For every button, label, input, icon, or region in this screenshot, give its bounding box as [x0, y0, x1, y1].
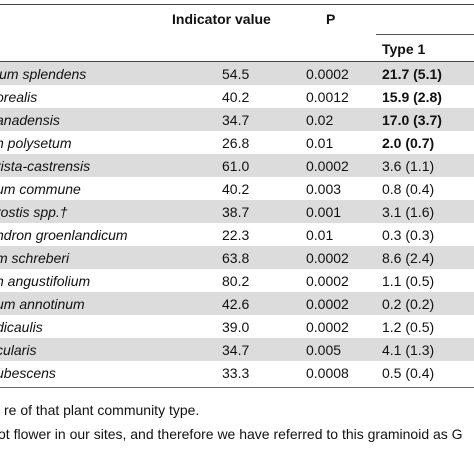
p-value: 0.01 [306, 135, 334, 151]
indicator-value: 54.5 [222, 66, 250, 82]
type1-value: 0.5 (0.4) [382, 365, 435, 381]
species-name: orealis [0, 89, 38, 105]
header-type1: Type 1 [382, 41, 426, 57]
header-p: P [326, 11, 336, 27]
indicator-value: 61.0 [222, 158, 250, 174]
p-value: 0.003 [306, 181, 342, 197]
species-name: n polysetum [0, 135, 72, 151]
species-name: um annotinum [0, 296, 85, 312]
table-row: cularis 34.7 0.005 4.1 (1.3) [0, 338, 474, 361]
header-indicator-value: Indicator value [172, 11, 271, 27]
species-name: m schreberi [0, 250, 70, 266]
table-row: rista-castrensis 61.0 0.0002 3.6 (1.1) [0, 154, 474, 177]
table-row: ubescens 33.3 0.0008 0.5 (0.4) [0, 361, 474, 384]
footnote-1: re of that plant community type. [4, 402, 200, 418]
type1-value: 8.6 (2.4) [382, 250, 435, 266]
type1-value: 1.2 (0.5) [382, 319, 435, 335]
type-group-rule [376, 34, 474, 35]
type1-value: 0.3 (0.3) [382, 227, 435, 243]
species-name: ium splendens [0, 66, 87, 82]
indicator-value: 39.0 [222, 319, 250, 335]
p-value: 0.0008 [306, 365, 349, 381]
p-value: 0.0002 [306, 296, 349, 312]
table-bottom-rule [0, 387, 474, 388]
footnote-2: ot flower in our sites, and therefore we… [0, 426, 463, 442]
species-name: cularis [0, 342, 37, 358]
type1-value: 0.2 (0.2) [382, 296, 435, 312]
species-name: anadensis [0, 112, 60, 128]
table-row: rostis spp.† 38.7 0.001 3.1 (1.6) [0, 200, 474, 223]
table-row: anadensis 34.7 0.02 17.0 (3.7) [0, 108, 474, 131]
table-row: orealis 40.2 0.0012 15.9 (2.8) [0, 85, 474, 108]
indicator-value: 40.2 [222, 89, 250, 105]
species-name: um commune [0, 181, 81, 197]
indicator-value: 80.2 [222, 273, 250, 289]
table-row: um annotinum 42.6 0.0002 0.2 (0.2) [0, 292, 474, 315]
indicator-value: 40.2 [222, 181, 250, 197]
type1-value: 3.6 (1.1) [382, 158, 435, 174]
indicator-value: 33.3 [222, 365, 250, 381]
type1-value: 15.9 (2.8) [382, 89, 442, 105]
p-value: 0.0002 [306, 158, 349, 174]
type1-value: 3.1 (1.6) [382, 204, 435, 220]
indicator-value: 38.7 [222, 204, 250, 220]
indicator-value: 26.8 [222, 135, 250, 151]
type1-value: 17.0 (3.7) [382, 112, 442, 128]
p-value: 0.0002 [306, 250, 349, 266]
p-value: 0.001 [306, 204, 342, 220]
p-value: 0.0002 [306, 319, 349, 335]
p-value: 0.0002 [306, 66, 349, 82]
table-row: m schreberi 63.8 0.0002 8.6 (2.4) [0, 246, 474, 269]
type1-value: 4.1 (1.3) [382, 342, 435, 358]
species-name: dicaulis [0, 319, 43, 335]
species-name: rista-castrensis [0, 158, 91, 174]
indicator-value: 34.7 [222, 112, 250, 128]
p-value: 0.0012 [306, 89, 349, 105]
species-name: ndron groenlandicum [0, 227, 128, 243]
table-row: n angustifolium 80.2 0.0002 1.1 (0.5) [0, 269, 474, 292]
indicator-value: 34.7 [222, 342, 250, 358]
p-value: 0.01 [306, 227, 334, 243]
p-value: 0.0002 [306, 273, 349, 289]
header-bottom-rule [0, 61, 474, 62]
table-row: n polysetum 26.8 0.01 2.0 (0.7) [0, 131, 474, 154]
species-name: ubescens [0, 365, 56, 381]
species-name: n angustifolium [0, 273, 91, 289]
p-value: 0.02 [306, 112, 334, 128]
table-row: dicaulis 39.0 0.0002 1.2 (0.5) [0, 315, 474, 338]
indicator-value: 22.3 [222, 227, 250, 243]
table-body: ium splendens 54.5 0.0002 21.7 (5.1) orealis… [0, 62, 474, 384]
species-name: rostis spp.† [0, 204, 68, 220]
table-row: ium splendens 54.5 0.0002 21.7 (5.1) [0, 62, 474, 85]
type1-value: 2.0 (0.7) [382, 135, 435, 151]
type1-value: 21.7 (5.1) [382, 66, 442, 82]
top-rule [0, 4, 474, 5]
type1-value: 0.8 (0.4) [382, 181, 435, 197]
table-row: um commune 40.2 0.003 0.8 (0.4) [0, 177, 474, 200]
table-row: ndron groenlandicum 22.3 0.01 0.3 (0.3) [0, 223, 474, 246]
indicator-value: 63.8 [222, 250, 250, 266]
p-value: 0.005 [306, 342, 342, 358]
type1-value: 1.1 (0.5) [382, 273, 435, 289]
indicator-value: 42.6 [222, 296, 250, 312]
